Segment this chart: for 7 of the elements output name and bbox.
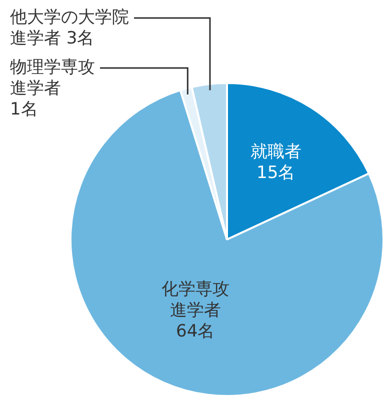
slice-label: 物理学専攻進学者	[10, 57, 95, 98]
slice-label: 就職者	[250, 142, 302, 162]
slice-label: 他大学の大学院進学者 3名	[10, 7, 129, 48]
slice-label: 化学専攻進学者	[161, 279, 230, 320]
data-label: 15名	[256, 162, 296, 183]
data-label: 64名	[176, 321, 215, 342]
data-label: 1名	[10, 99, 38, 120]
